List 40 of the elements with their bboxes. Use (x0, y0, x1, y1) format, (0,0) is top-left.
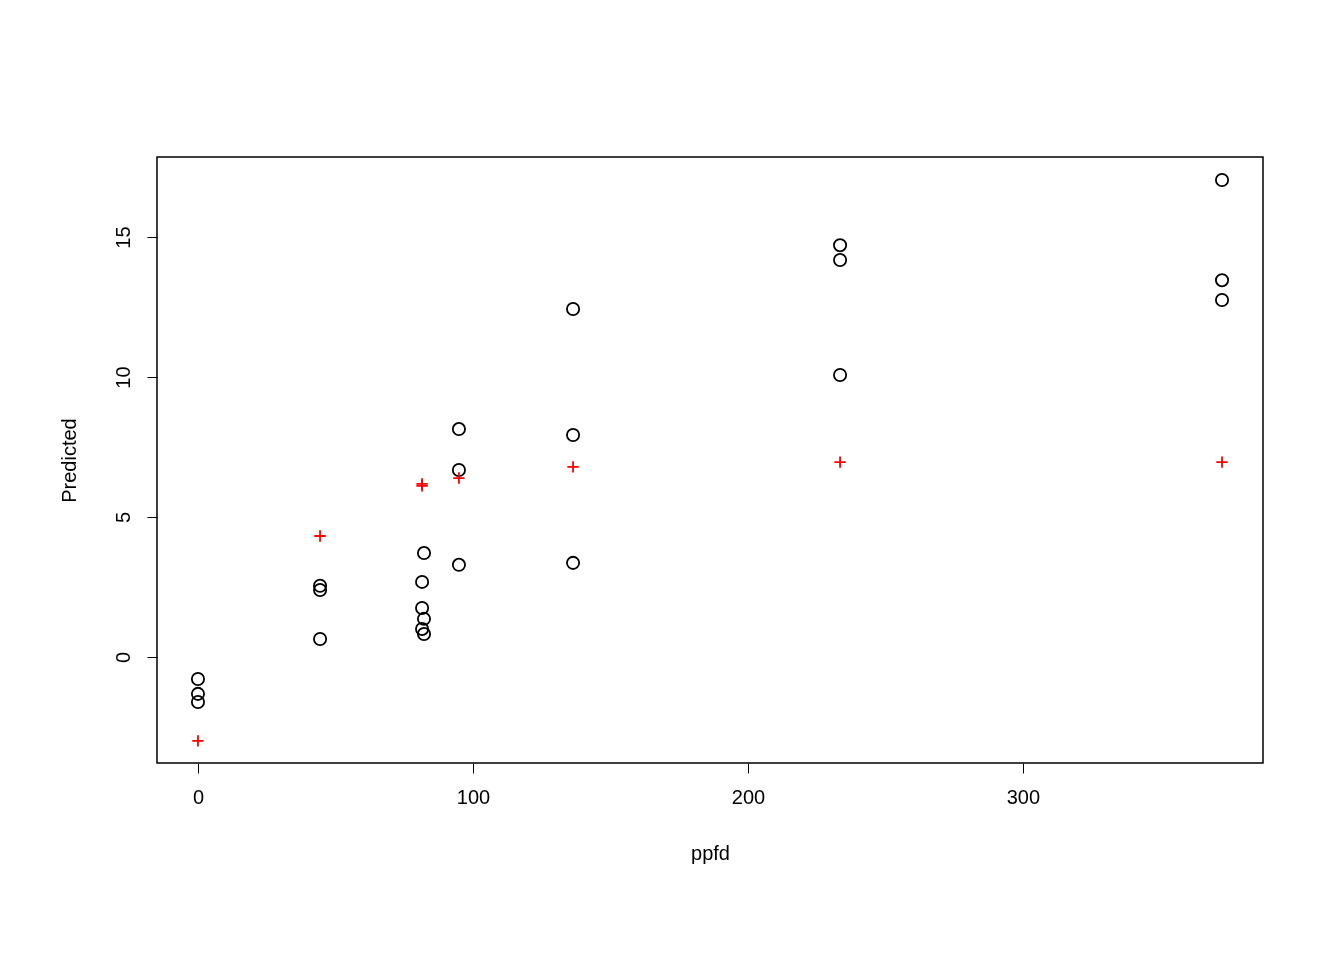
point (451, 462, 466, 477)
point (416, 611, 432, 626)
point (415, 621, 430, 636)
point (313, 583, 328, 598)
point (833, 238, 848, 253)
point (833, 252, 848, 268)
x-tick-label: 0 (192, 785, 205, 808)
point (190, 672, 205, 687)
point (1215, 455, 1229, 469)
point (190, 686, 205, 701)
point (1215, 172, 1230, 187)
point (566, 301, 581, 316)
point (313, 578, 328, 593)
point (566, 460, 580, 474)
point (833, 368, 848, 383)
point (451, 557, 466, 572)
x-tick-label: 100 (456, 785, 491, 808)
point (415, 600, 430, 615)
point (416, 546, 432, 561)
y-axis-title: Predicted (57, 418, 80, 503)
point (416, 626, 432, 641)
point (566, 427, 581, 442)
point (1215, 293, 1230, 308)
point (833, 455, 847, 469)
point (191, 734, 205, 748)
point (452, 471, 466, 485)
x-tick-label: 300 (1006, 785, 1041, 808)
x-tick-label: 200 (731, 785, 766, 808)
x-axis-title: ppfd (691, 841, 730, 864)
point (415, 574, 430, 589)
point (190, 694, 205, 709)
point (1215, 273, 1230, 288)
point (566, 555, 581, 570)
point (451, 422, 466, 437)
point (313, 529, 327, 543)
point (313, 631, 328, 647)
y-tick-label: 5 (111, 511, 134, 524)
y-tick-label: 15 (111, 226, 134, 249)
y-tick-label: 0 (111, 651, 134, 663)
y-tick-label: 10 (111, 366, 134, 389)
